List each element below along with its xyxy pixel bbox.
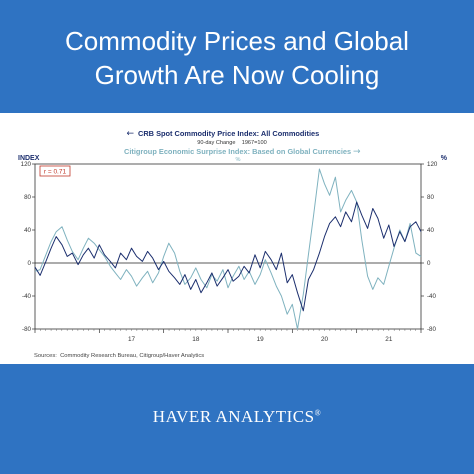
chart-panel: ← CRB Spot Commodity Price Index: All Co… [0,113,474,364]
right-tick-label: 80 [427,194,434,201]
headline-line-1: Commodity Prices and Global [65,26,409,56]
series-1-subtitle: 90-day Change 1967=100 [197,140,267,146]
left-axis-label: INDEX [18,155,40,162]
left-tick-label: 80 [24,194,31,201]
correlation-box: r = 0.71 [39,165,71,177]
right-tick-label: 120 [427,161,438,168]
headline-line-2: Growth Are Now Cooling [94,60,380,90]
correlation-label: r = 0.71 [44,169,67,176]
left-tick-label: 120 [21,161,32,168]
series-1-title: CRB Spot Commodity Price Index: All Comm… [138,129,319,138]
right-tick-label: 40 [427,227,434,234]
crb-commodity-line [34,201,422,312]
correlation-box-frame [39,165,71,177]
brand-logo: HAVER ANALYTICS® [0,407,474,427]
right-tick-label: 0 [427,260,431,267]
x-tick-label: 18 [192,336,200,343]
chart-source: Sources: Commodity Research Bureau, Citi… [34,353,204,359]
chart-axes: 120 80 40 0 -40 -80 120 80 40 0 -40 -80 17 18 19 20 21 [21,161,438,343]
right-axis-label: % [441,155,448,162]
legend-arrow-left: ← [126,129,134,139]
citi-surprise-line [34,168,422,330]
chart-series [34,168,422,330]
x-tick-label: 19 [257,336,265,343]
headline: Commodity Prices and Global Growth Are N… [0,24,474,92]
brand-name: HAVER ANALYTICS [152,407,315,426]
x-tick-label: 17 [128,336,136,343]
legend-arrow-right: → [353,147,361,157]
x-tick-label: 20 [321,336,329,343]
right-tick-label: -40 [427,293,437,300]
left-tick-label: -80 [22,326,32,333]
right-tick-label: -80 [427,326,437,333]
chart-svg: ← CRB Spot Commodity Price Index: All Co… [18,129,448,359]
series-2-unit: % [236,157,241,163]
left-tick-label: 0 [28,260,32,267]
chart-legend: ← CRB Spot Commodity Price Index: All Co… [124,129,361,163]
x-tick-label: 21 [385,336,393,343]
brand-registered-mark: ® [314,408,322,418]
left-tick-label: -40 [22,293,32,300]
series-2-title: Citigroup Economic Surprise Index: Based… [124,147,351,156]
left-tick-label: 40 [24,227,31,234]
